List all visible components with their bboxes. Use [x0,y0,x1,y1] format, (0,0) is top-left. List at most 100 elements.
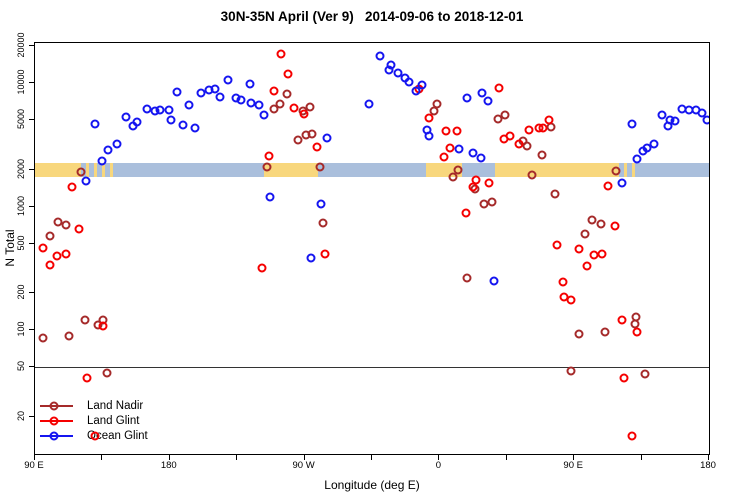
data-point-ocean-glint [663,121,673,131]
data-point-land-nadir [80,315,90,325]
data-point-land-nadir [640,369,650,379]
data-point-ocean-glint [417,80,427,90]
y-axis-tick [29,205,34,207]
data-point-land-glint [38,243,48,253]
data-point-ocean-glint [322,133,332,143]
data-point-land-glint [597,249,607,259]
legend-marker-land-nadir [37,398,83,413]
y-axis-tick [29,168,34,170]
data-point-ocean-glint [112,139,122,149]
y-axis-tick-label: 5000 [16,109,26,130]
data-point-ocean-glint [215,92,225,102]
y-axis-tick-label: 20 [16,410,26,421]
data-point-ocean-glint [210,84,220,94]
x-axis-tick [640,455,642,460]
data-point-ocean-glint [306,253,316,263]
data-point-land-glint [283,69,293,79]
data-point-ocean-glint [103,145,113,155]
data-point-ocean-glint [172,87,182,97]
data-point-land-glint [276,49,286,59]
data-point-ocean-glint [223,75,233,85]
data-point-land-nadir [61,220,71,230]
data-point-ocean-glint [617,178,627,188]
data-point-land-glint [257,263,267,273]
data-point-land-nadir [493,114,503,124]
data-point-ocean-glint [483,96,493,106]
data-point-ocean-glint [375,51,385,61]
y-axis-tick-label: 10000 [16,69,26,95]
legend: Land Nadir Land Glint Ocean Glint [37,398,148,443]
data-point-ocean-glint [166,115,176,125]
data-point-land-glint [505,131,515,141]
legend-label-land-glint: Land Glint [87,414,140,427]
data-point-ocean-glint [155,105,165,115]
data-point-land-nadir [102,368,112,378]
data-point-ocean-glint [164,105,174,115]
data-point-ocean-glint [454,144,464,154]
data-point-land-nadir [537,150,547,160]
x-axis-tick-label: 180 [160,460,177,471]
data-point-land-nadir [315,162,325,172]
data-point-land-glint [582,261,592,271]
data-point-ocean-glint [265,192,275,202]
data-point-land-nadir [318,218,328,228]
data-point-land-glint [61,249,71,259]
data-point-ocean-glint [178,120,188,130]
data-point-land-glint [74,224,84,234]
land-ocean-band-segment [264,163,319,177]
data-point-ocean-glint [424,131,434,141]
data-point-land-glint [566,295,576,305]
open-circle-icon [49,431,59,440]
x-axis-tick-label: 90 W [292,460,315,471]
x-axis-tick [505,455,507,460]
data-point-ocean-glint [121,112,131,122]
land-ocean-band-segment [78,163,113,177]
y-axis-tick [29,82,34,84]
data-point-land-glint [439,152,449,162]
data-point-land-nadir [587,215,597,225]
data-point-land-glint [538,123,548,133]
data-point-ocean-glint [489,276,499,286]
data-point-land-glint [558,277,568,287]
legend-item-land-glint: Land Glint [37,413,148,428]
land-ocean-band-segment [35,163,79,177]
data-point-land-glint [514,139,524,149]
y-axis-tick-label: 1000 [16,195,26,216]
data-point-land-nadir [448,172,458,182]
data-point-ocean-glint [259,110,269,120]
legend-marker-ocean-glint [37,428,83,443]
data-point-ocean-glint [697,108,707,118]
data-point-land-nadir [38,333,48,343]
data-point-land-glint [264,151,274,161]
data-point-ocean-glint [97,156,107,166]
data-point-land-glint [269,86,279,96]
data-point-ocean-glint [670,116,680,126]
legend-label-land-nadir: Land Nadir [87,399,144,412]
data-point-land-nadir [566,366,576,376]
data-point-land-nadir [293,135,303,145]
data-point-land-glint [619,373,629,383]
x-axis-tick [168,455,170,460]
data-point-land-nadir [429,106,439,116]
open-circle-icon [49,416,59,425]
data-point-land-nadir [275,99,285,109]
data-point-land-nadir [527,170,537,180]
data-point-land-glint [617,315,627,324]
data-point-ocean-glint [462,93,472,103]
data-point-land-glint [627,431,637,441]
y-axis-tick [29,292,34,293]
legend-item-ocean-glint: Ocean Glint [37,428,148,443]
chart-title: 30N-35N April (Ver 9) 2014-09-06 to 2018… [220,9,524,24]
data-point-land-glint [299,109,309,119]
legend-item-land-nadir: Land Nadir [37,398,148,413]
y-axis-tick-label: 20000 [16,32,26,58]
data-point-land-glint [461,208,471,218]
x-axis-tick [34,455,35,460]
data-point-land-glint [52,251,62,261]
data-point-ocean-glint [476,153,486,163]
data-point-land-nadir [611,166,621,176]
data-point-land-glint [82,373,92,383]
plot-area: Land Nadir Land Glint Ocean Glint [34,42,710,455]
x-axis-tick-label: 90 E [563,460,583,471]
y-axis-tick-label: 500 [16,235,26,251]
